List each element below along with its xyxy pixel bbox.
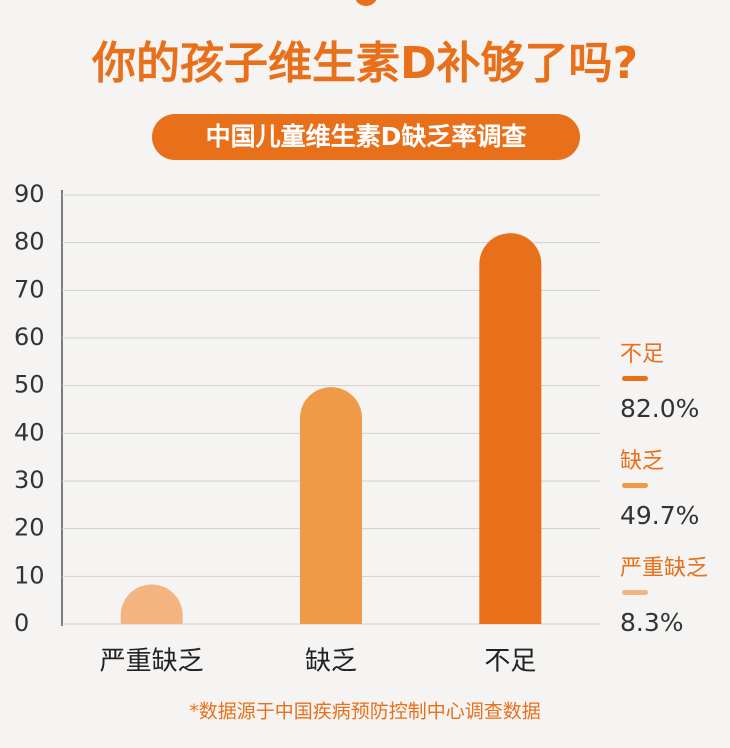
y-tick-label: 30 [14, 466, 45, 494]
decoration [355, 0, 377, 6]
x-tick-label: 缺乏 [305, 647, 357, 677]
y-tick-label: 80 [14, 228, 45, 256]
y-tick-label: 90 [14, 180, 45, 208]
legend-swatch [622, 483, 648, 488]
legend-value: 82.0% [620, 394, 699, 423]
bar [479, 233, 542, 625]
chart-title: 你的孩子维生素D补够了吗? [91, 38, 638, 89]
legend-swatch [622, 590, 648, 595]
legend-label: 不足 [620, 342, 664, 367]
y-tick-label: 40 [14, 418, 45, 446]
y-tick-label: 60 [14, 323, 45, 351]
legend-value: 8.3% [620, 608, 684, 637]
y-tick-label: 0 [14, 609, 29, 637]
y-tick-label: 20 [14, 514, 45, 542]
bar [120, 584, 183, 624]
y-tick-label: 50 [14, 371, 45, 399]
x-tick-label: 不足 [484, 647, 536, 677]
footnote: *数据源于中国疾病预防控制中心调查数据 [189, 701, 541, 723]
subtitle-pill [152, 114, 580, 160]
y-tick-label: 10 [14, 561, 45, 589]
bar [300, 387, 362, 624]
legend-value: 49.7% [620, 501, 699, 530]
legend-label: 缺乏 [620, 449, 664, 474]
x-tick-label: 严重缺乏 [100, 647, 204, 677]
chart-subtitle: 中国儿童维生素D缺乏率调查 [206, 122, 527, 151]
legend-label: 严重缺乏 [620, 556, 708, 581]
y-tick-label: 70 [14, 275, 45, 303]
legend-swatch [622, 376, 648, 381]
